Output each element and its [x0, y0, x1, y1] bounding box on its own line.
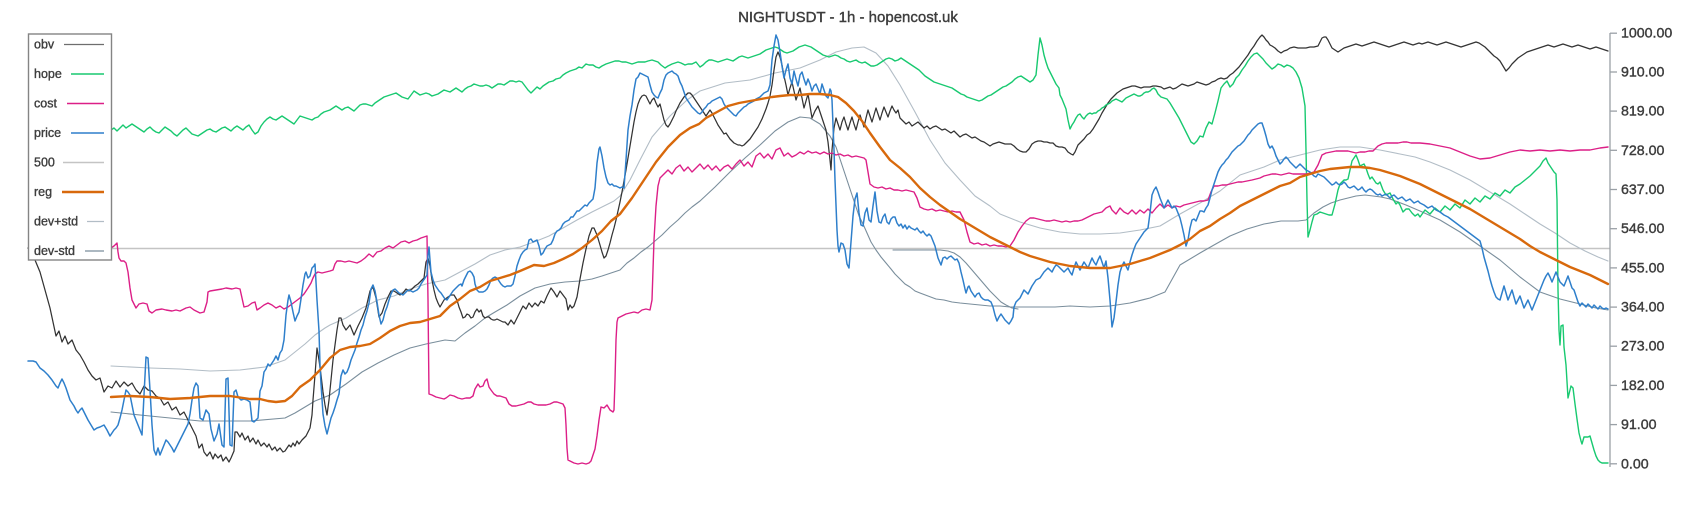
svg-text:cost: cost [34, 97, 57, 111]
svg-text:obv: obv [34, 38, 55, 52]
svg-text:364.00: 364.00 [1621, 300, 1665, 316]
svg-text:182.00: 182.00 [1621, 378, 1665, 394]
svg-text:455.00: 455.00 [1621, 260, 1665, 276]
svg-text:reg: reg [34, 185, 52, 199]
svg-text:500: 500 [34, 156, 55, 170]
svg-text:NIGHTUSDT - 1h - hopencost.uk: NIGHTUSDT - 1h - hopencost.uk [738, 9, 958, 26]
svg-text:0.00: 0.00 [1621, 456, 1649, 472]
svg-text:910.00: 910.00 [1621, 65, 1665, 81]
svg-text:637.00: 637.00 [1621, 182, 1665, 198]
svg-text:price: price [34, 126, 61, 140]
svg-text:hope: hope [34, 67, 62, 81]
svg-text:546.00: 546.00 [1621, 221, 1665, 237]
svg-text:91.00: 91.00 [1621, 417, 1657, 433]
svg-text:728.00: 728.00 [1621, 143, 1665, 159]
svg-text:819.00: 819.00 [1621, 104, 1665, 120]
svg-text:dev+std: dev+std [34, 215, 78, 229]
svg-text:dev-std: dev-std [34, 244, 75, 258]
svg-text:1000.00: 1000.00 [1621, 26, 1672, 42]
svg-text:273.00: 273.00 [1621, 339, 1665, 355]
